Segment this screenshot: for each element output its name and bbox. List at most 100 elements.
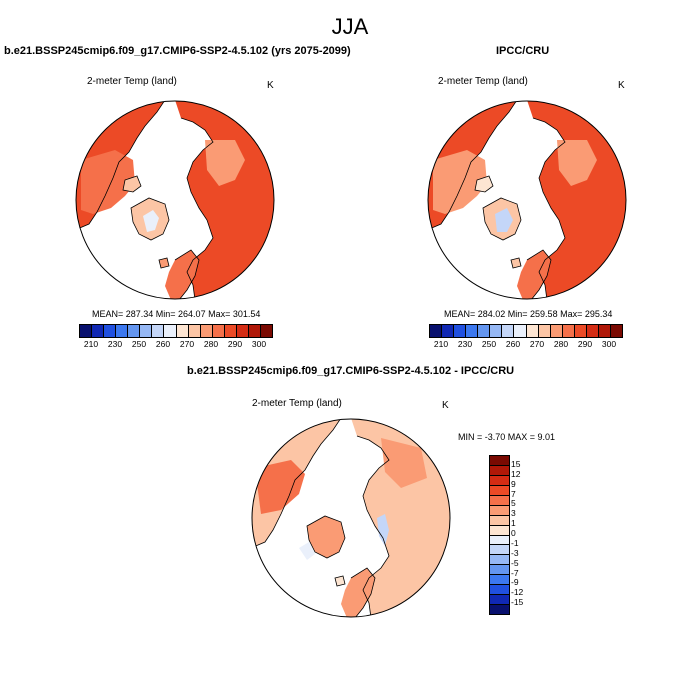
diff-colorbar-swatch [490,605,509,614]
diff-colorbar-swatch [490,525,509,536]
diff-colorbar-swatch [490,495,509,506]
diff-map-border [251,418,451,618]
diff-map-coastline-europe [350,567,376,617]
diff-map-iceland [335,576,345,586]
left-map-iceland [159,258,169,268]
diff-colorbar-tick-label: -7 [511,567,519,578]
right-colorbar-swatch [466,325,479,337]
left-colorbar-tick-label: 280 [203,339,219,349]
left-map-border [75,100,275,300]
left-colorbar-swatch [188,325,201,337]
diff-colorbar-tick-label: -1 [511,537,519,548]
diff-colorbar-swatch [490,535,509,546]
right-colorbar-swatch [454,325,467,337]
left-map-arctic-islands [123,176,141,192]
right-panel-variable-label: 2-meter Temp (land) [438,76,528,87]
diff-colorbar-swatch [490,575,509,586]
diff-map-europe [341,568,375,617]
diff-panel-case-title: b.e21.BSSP245cmip6.f09_g17.CMIP6-SSP2-4.… [187,365,515,377]
left-colorbar-swatch [260,325,272,337]
right-colorbar-tick-label: 230 [457,339,473,349]
right-colorbar-swatch [586,325,599,337]
diff-panel-units-label: K [442,400,449,411]
right-colorbar-tick-label: 260 [505,339,521,349]
diff-map [251,418,451,618]
diff-colorbar-tick-label: 12 [511,468,521,479]
diff-map-siberia-warm [381,438,427,488]
left-colorbar-swatch [176,325,189,337]
diff-colorbar-swatch [490,505,509,516]
right-colorbar-swatch [574,325,587,337]
left-colorbar-swatch [140,325,153,337]
right-colorbar-swatch [502,325,515,337]
left-panel-case-title: b.e21.BSSP245cmip6.f09_g17.CMIP6-SSP2-4.… [4,45,351,57]
left-map-coastline-north-america [76,101,166,231]
diff-map-cool-coast [377,514,389,546]
diff-map-greenland [307,516,345,558]
diff-colorbar-tick-label: -9 [511,577,519,588]
left-map-greenland-ice [143,210,159,232]
diff-colorbar-swatch [490,555,509,566]
right-map-coastline-islands [474,175,494,193]
diff-colorbar-swatch [490,515,509,526]
diff-colorbar-tick-label: -15 [511,597,524,608]
diff-colorbar-swatch [490,585,509,596]
left-map-coastline-greenland [130,197,170,241]
right-colorbar-tick-label: 270 [529,339,545,349]
diff-colorbar-tick-label: 0 [511,528,516,538]
right-map [427,100,627,300]
right-map-coastline-greenland [482,197,522,241]
diff-colorbar-tick-label: 9 [511,478,516,489]
left-colorbar-tick-label: 290 [227,339,243,349]
figure-title: JJA [331,14,369,39]
right-colorbar-swatch [478,325,491,337]
diff-colorbar-tick-label: 3 [511,508,516,519]
left-map [75,100,275,300]
diff-map-coastline-north-america [252,419,342,549]
left-map-eurasia [175,101,274,299]
right-colorbar-swatch [514,325,527,337]
right-map-border [427,100,627,300]
right-map-coastline-north-america [428,101,518,231]
left-colorbar-swatch [248,325,261,337]
right-map-eurasia [527,101,626,299]
left-colorbar-tick-label: 300 [251,339,267,349]
diff-map-greenland-edge [299,542,315,560]
right-panel-stats: MEAN= 284.02 Min= 259.58 Max= 295.34 [444,309,613,319]
left-map-coastline-iceland [158,257,170,269]
left-colorbar-swatch [224,325,237,337]
right-colorbar-swatch [562,325,575,337]
diff-colorbar-ticks: 15 12 9 7 5 3 1 0 -1 -3 -5 -7 -9 -12 -15 [511,455,551,613]
diff-map-alaska-warm [255,460,305,514]
diff-panel-stats: MIN = -3.70 MAX = 9.01 [458,432,556,442]
right-colorbar-swatch [490,325,503,337]
left-colorbar-ticks: 210 230 250 260 270 280 290 300 [79,339,271,351]
right-colorbar-swatch [538,325,551,337]
right-map-coastline-iceland [510,257,522,269]
diff-colorbar-swatch [490,456,509,466]
left-colorbar-tick-label: 260 [155,339,171,349]
right-map-europe [517,250,551,299]
left-colorbar-swatch [92,325,105,337]
left-colorbar-swatch [104,325,117,337]
right-colorbar-tick-label: 300 [601,339,617,349]
diff-map-coastline-greenland [306,515,346,559]
diff-panel-variable-label: 2-meter Temp (land) [252,398,342,409]
left-panel-variable-label: 2-meter Temp (land) [87,76,177,87]
left-map-coastline-europe [174,249,200,299]
left-colorbar-tick-label: 250 [131,339,147,349]
diff-colorbar-swatch [490,545,509,556]
right-colorbar-swatch [550,325,563,337]
left-colorbar-swatch [152,325,165,337]
right-colorbar-tick-label: 280 [553,339,569,349]
right-map-arctic-islands [475,176,493,192]
left-colorbar-swatch [128,325,141,337]
diff-colorbar-tick-label: 15 [511,458,521,469]
left-map-europe [165,250,199,299]
diff-colorbar-swatch [490,475,509,486]
diff-map-coastline-eurasia [356,435,390,617]
diff-colorbar [489,455,510,615]
diff-map-eurasia [351,419,450,617]
diff-colorbar-tick-label: 5 [511,498,516,509]
right-colorbar [429,324,623,338]
